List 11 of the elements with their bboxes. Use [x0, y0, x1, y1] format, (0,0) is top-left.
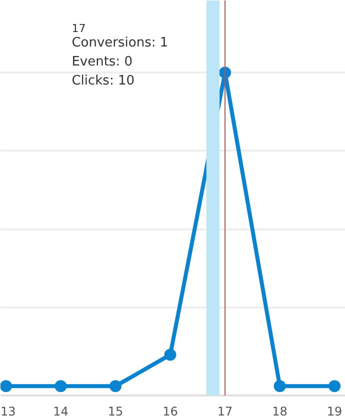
- x-tick-label: 19: [326, 404, 342, 418]
- annotation: Clicks: 10: [72, 73, 135, 88]
- text: Events: 0: [72, 54, 133, 70]
- x-tick-label: 16: [162, 404, 178, 418]
- x-tick-label: 13: [0, 404, 16, 418]
- x-tick-label: 18: [272, 404, 288, 418]
- x-tick-label: 17: [217, 404, 233, 418]
- text: Conversions: 1: [72, 36, 168, 51]
- x-tick-label: 15: [108, 404, 124, 418]
- text: 17: [72, 22, 86, 35]
- x-tick-label: 14: [53, 404, 68, 418]
